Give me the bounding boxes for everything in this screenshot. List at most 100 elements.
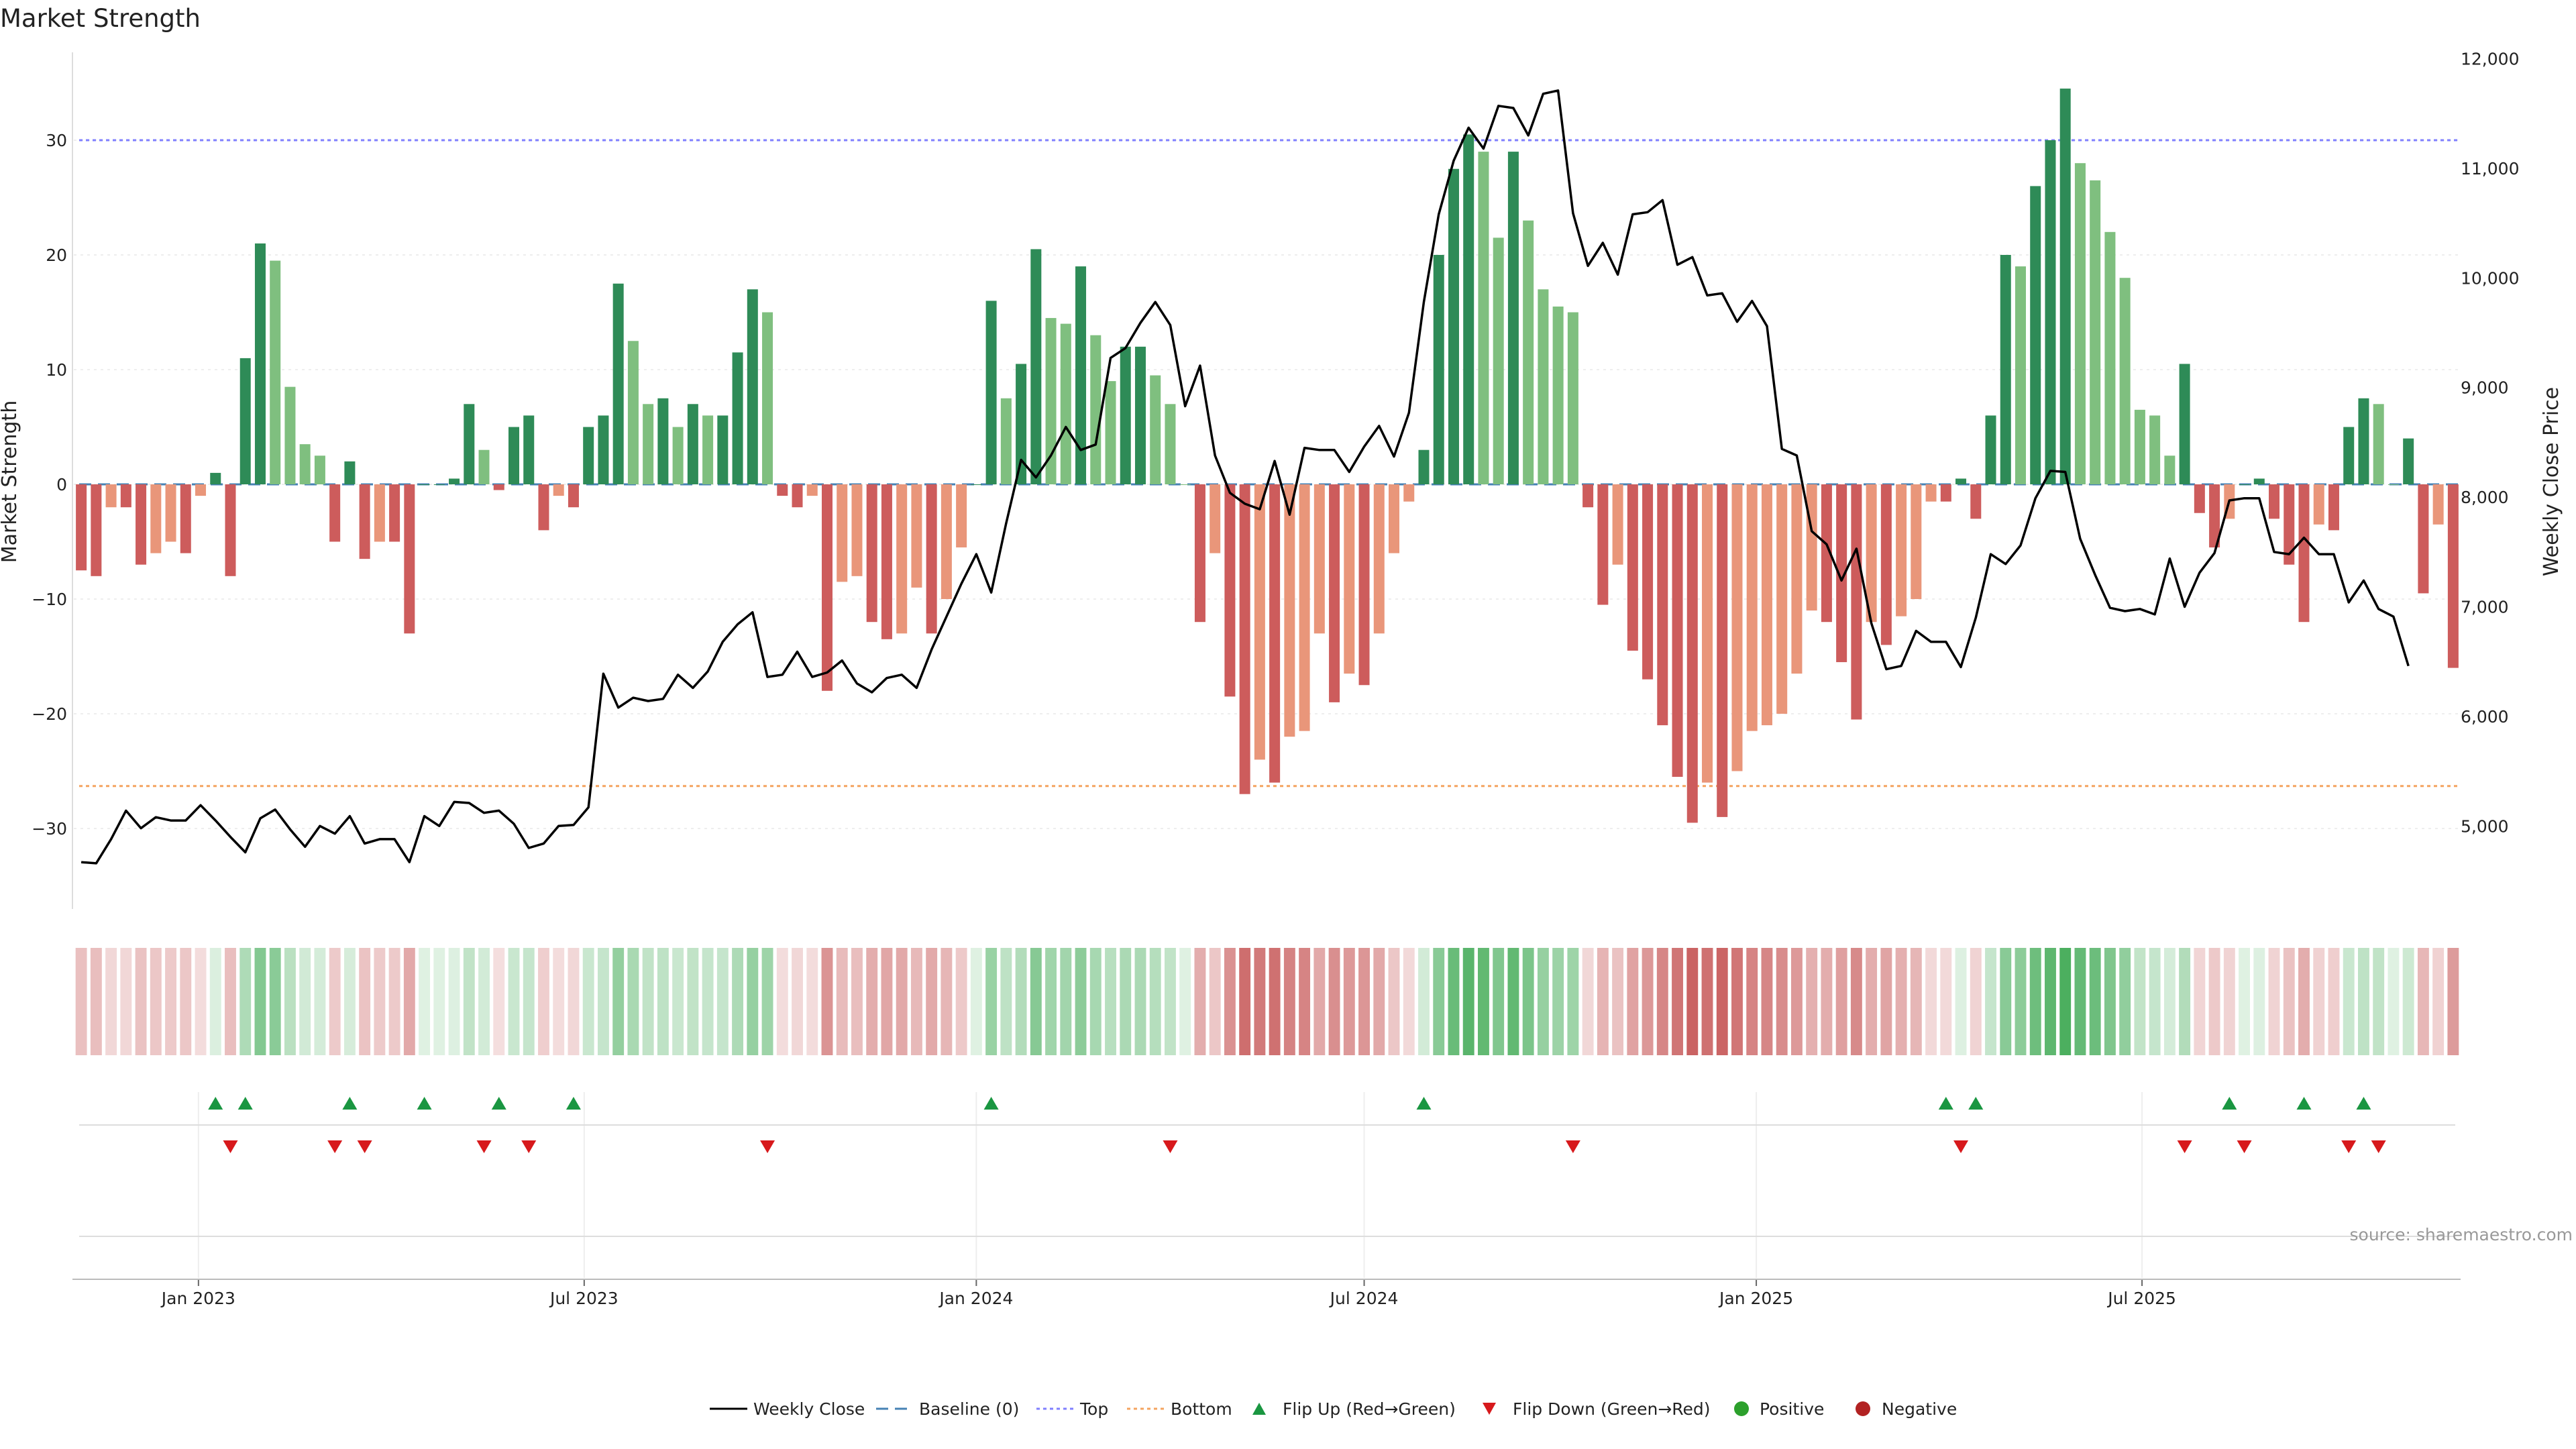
heat-cell [433, 948, 445, 1055]
heat-cell [90, 948, 102, 1055]
strength-bar [1000, 398, 1012, 484]
strength-bar [553, 484, 564, 496]
y-tick-right: 11,000 [2461, 159, 2519, 178]
heat-cell [314, 948, 326, 1055]
x-tick-label: Jan 2025 [1718, 1289, 1793, 1308]
strength-bar [1821, 484, 1832, 623]
heat-cell [1656, 948, 1668, 1055]
heat-cell [1165, 948, 1176, 1055]
heat-cell [359, 948, 371, 1055]
flip-up-marker [983, 1097, 999, 1110]
strength-bar [2104, 231, 2116, 484]
strength-bar [926, 484, 937, 634]
heat-cell [1448, 948, 1460, 1055]
strength-bar [120, 484, 131, 508]
heat-cell [2119, 948, 2131, 1055]
heat-cell [1283, 948, 1295, 1055]
strength-bar [2387, 484, 2399, 485]
y-tick-left: 10 [46, 360, 67, 380]
heat-cell [1686, 948, 1699, 1055]
heat-cell [896, 948, 908, 1055]
strength-bar [2284, 484, 2295, 565]
strength-bar [2358, 398, 2369, 484]
strength-bar [1433, 255, 1444, 484]
strength-bar [1448, 168, 1459, 484]
heat-cell [1239, 948, 1251, 1055]
heat-cell [1835, 948, 1847, 1055]
heat-cell [1418, 948, 1430, 1055]
strength-bar [837, 484, 848, 582]
heat-cell [343, 948, 356, 1055]
strength-bar [643, 404, 654, 484]
heat-cell [716, 948, 729, 1055]
heat-cell [254, 948, 266, 1055]
strength-bar [2418, 484, 2429, 594]
flip-down-marker [760, 1140, 775, 1153]
strength-bar [1866, 484, 1877, 623]
strength-bar [2313, 484, 2324, 525]
heat-cell [553, 948, 565, 1055]
heat-cell [1477, 948, 1489, 1055]
strength-bar [195, 484, 207, 496]
strength-bar [1672, 484, 1683, 777]
strength-bar [2194, 484, 2205, 513]
heat-cell [1358, 948, 1370, 1055]
strength-bar [1523, 220, 1534, 484]
strength-bar [254, 243, 266, 484]
heat-cell [1731, 948, 1743, 1055]
heat-cell [2447, 948, 2459, 1055]
heat-cell [687, 948, 699, 1055]
heat-cell [732, 948, 744, 1055]
heat-cell [2000, 948, 2012, 1055]
heat-cell [120, 948, 132, 1055]
strength-bar [136, 484, 147, 565]
strength-bar [389, 484, 400, 542]
strength-bar [1597, 484, 1609, 605]
strength-bar [359, 484, 370, 559]
heat-cell [2417, 948, 2429, 1055]
strength-bar [911, 484, 922, 588]
heat-cell [2029, 948, 2041, 1055]
heat-cell [1045, 948, 1057, 1055]
heat-cell [657, 948, 669, 1055]
legend-label: Positive [1760, 1399, 1824, 1419]
heat-cell [1507, 948, 1519, 1055]
strength-bar [1493, 237, 1504, 484]
heat-cell [2432, 948, 2445, 1055]
strength-bar [210, 472, 221, 484]
heat-cell [1089, 948, 1102, 1055]
price-line-layer [80, 89, 2410, 865]
strength-bar [2239, 484, 2250, 485]
strength-bar [2059, 89, 2071, 485]
strength-bar [270, 260, 281, 484]
strength-bar [239, 358, 251, 484]
strength-bar [1538, 289, 1549, 484]
heat-cell [75, 948, 87, 1055]
strength-bar [732, 352, 743, 484]
heat-cell [821, 948, 833, 1055]
heat-cell [985, 948, 998, 1055]
heat-cell [806, 948, 818, 1055]
y-tick-right: 7,000 [2461, 598, 2509, 617]
flip-down-marker [2371, 1140, 2386, 1153]
flip-up-marker [566, 1097, 581, 1110]
strength-bar [464, 404, 475, 484]
x-axis: Jan 2023 Jul 2023 Jan 2024 Jul 2024 Jan 2025… [72, 1092, 2461, 1308]
strength-bar [941, 484, 952, 599]
x-tick-label: Jan 2023 [160, 1289, 235, 1308]
strength-bar [583, 427, 594, 484]
strength-bar [762, 312, 773, 484]
weekly-close-line [80, 89, 2410, 865]
flip-up-marker [1416, 1097, 1432, 1110]
flip-up-marker [1968, 1097, 1984, 1110]
heat-cell [538, 948, 549, 1055]
strength-bar [1955, 478, 1967, 484]
heat-cell [1000, 948, 1012, 1055]
heat-cell [329, 948, 341, 1055]
heat-cell [2163, 948, 2176, 1055]
heat-cell [776, 948, 788, 1055]
legend-label: Top [1079, 1399, 1108, 1419]
heat-cell [2239, 948, 2251, 1055]
strength-bar [627, 341, 639, 484]
